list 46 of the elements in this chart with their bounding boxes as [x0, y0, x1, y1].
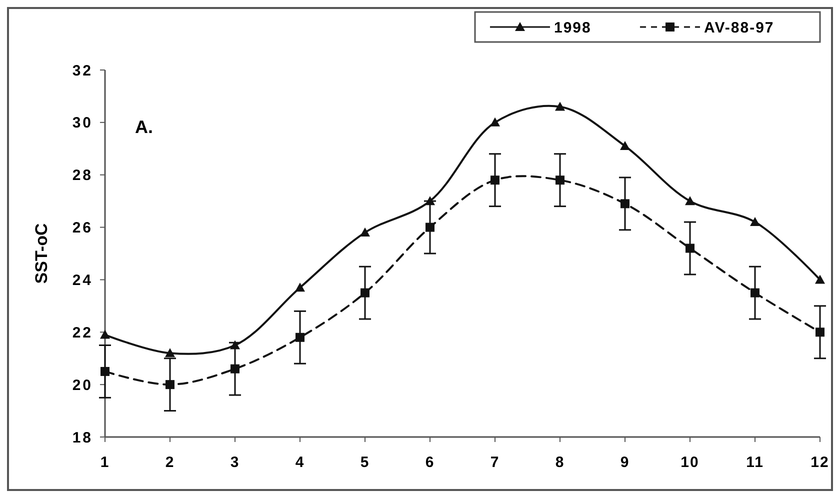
y-tick-label: 24: [72, 272, 93, 289]
point: [816, 328, 824, 337]
point: [230, 364, 240, 374]
point: [360, 228, 370, 237]
point: [750, 217, 760, 226]
point: [686, 244, 694, 253]
point: [100, 366, 110, 376]
point: [295, 282, 305, 292]
x-tick-label: 8: [555, 454, 565, 471]
point: [426, 222, 434, 232]
x-tick-label: 11: [746, 454, 764, 471]
point: [750, 288, 760, 298]
y-tick-label: 22: [72, 324, 93, 342]
point: [556, 176, 564, 185]
point: [620, 199, 630, 208]
x-tick-label: 12: [810, 454, 830, 471]
x-tick-label: 6: [425, 454, 435, 471]
x-tick-label: 10: [680, 454, 700, 471]
x-tick-label: 1: [100, 454, 110, 471]
x-tick-label: 3: [230, 454, 240, 471]
annotation: A.: [135, 117, 153, 137]
point: [685, 196, 695, 206]
point: [490, 176, 500, 185]
point: [360, 288, 370, 298]
y-tick-label: 18: [72, 429, 93, 446]
x-tick-label: 4: [295, 454, 305, 471]
y-tick-label: 20: [72, 376, 93, 394]
y-axis-title: SST-oC: [32, 223, 51, 284]
point: [166, 380, 174, 390]
y-tick-label: 28: [72, 167, 93, 184]
point: [490, 117, 500, 126]
x-tick-label: 2: [165, 454, 175, 471]
point: [100, 330, 110, 339]
legend-label: AV-88-97: [704, 19, 774, 36]
point: [165, 348, 175, 358]
y-tick-label: 26: [72, 220, 93, 237]
x-tick-label: 7: [490, 454, 500, 471]
y-tick-label: 32: [72, 62, 93, 80]
x-tick-label: 5: [360, 454, 370, 471]
y-tick-label: 30: [72, 114, 93, 132]
legend-label: 1998: [554, 19, 592, 36]
point: [815, 274, 825, 284]
point: [555, 102, 565, 111]
point: [620, 141, 630, 150]
point: [296, 332, 304, 342]
x-tick-label: 9: [620, 454, 630, 471]
